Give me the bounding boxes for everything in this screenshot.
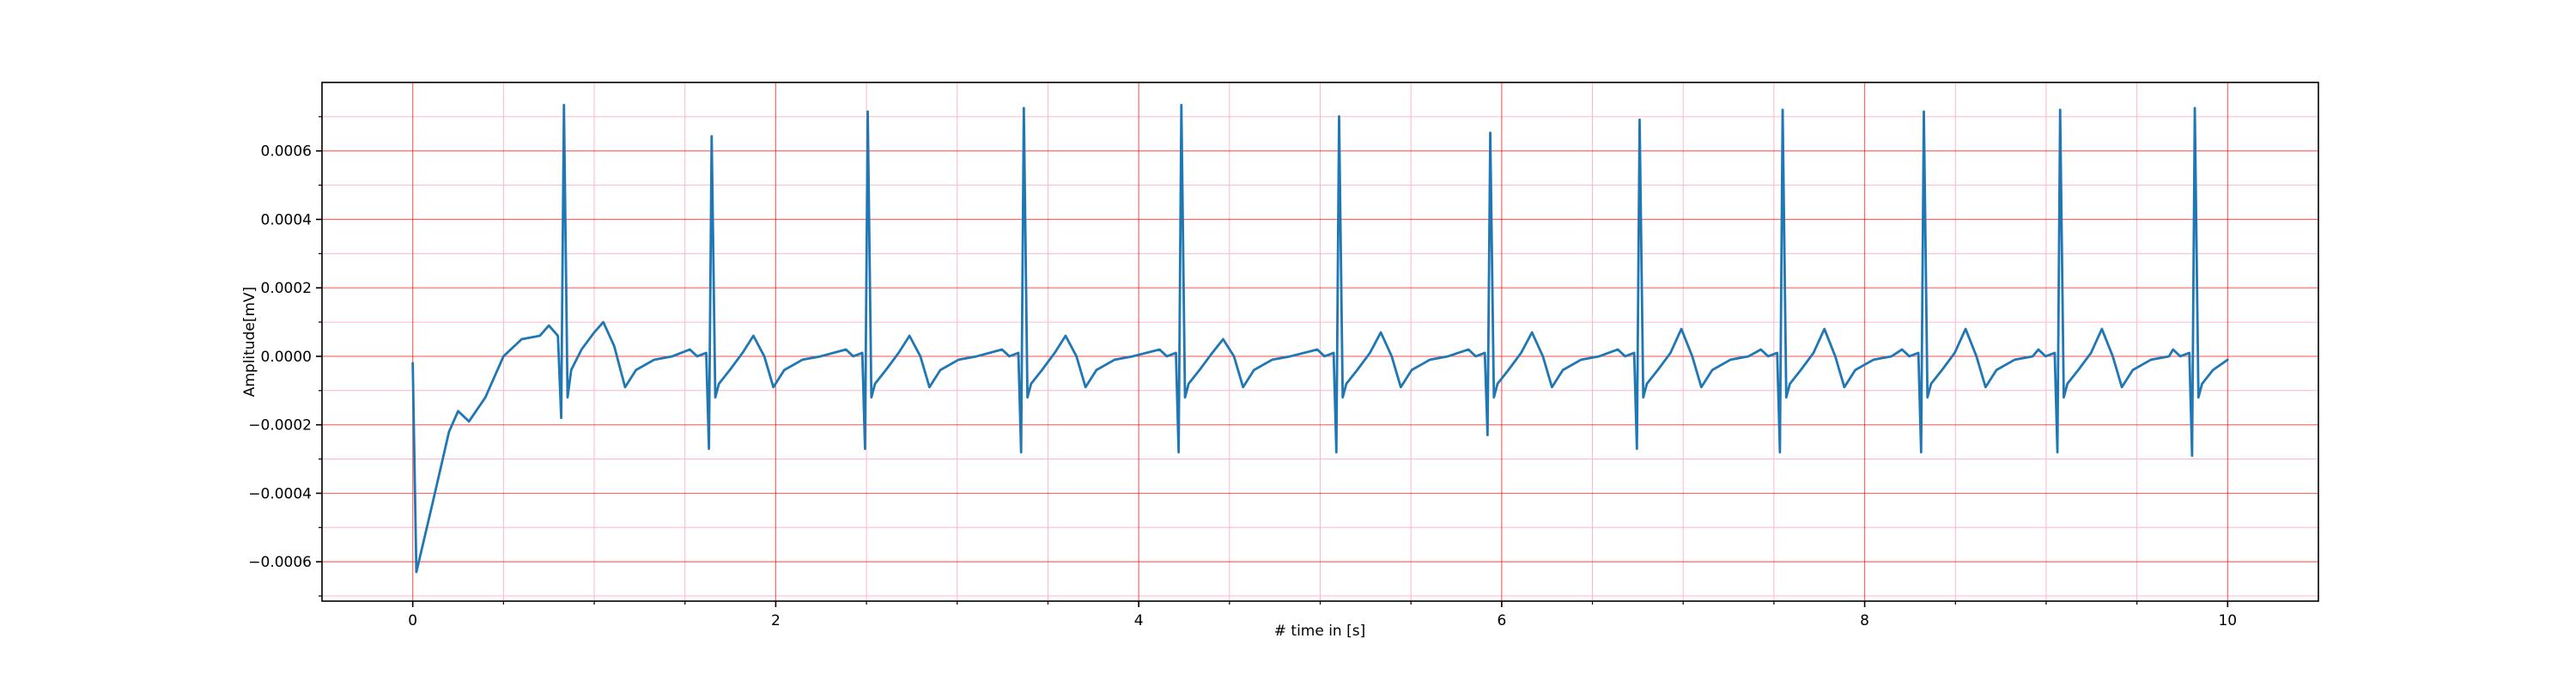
x-tick-label: 0 [408,612,417,629]
y-tick-label: −0.0006 [248,554,312,571]
y-axis-label: Amplitude[mV] [241,287,258,398]
ticks: 0 2 4 6 8 10 −0.0006 −0.0004 −0.0002 0.0000 0.0002… [248,116,2237,629]
x-tick-label: 2 [771,612,781,629]
y-tick-label: −0.0004 [248,485,312,502]
y-tick-label: 0.0002 [261,280,312,297]
x-tick-label: 6 [1497,612,1506,629]
y-tick-label: 0.0006 [261,143,312,161]
y-tick-label: 0.0000 [261,349,312,366]
x-tick-label: 4 [1134,612,1144,629]
y-tick-label: −0.0002 [248,417,312,435]
grid [322,82,2318,601]
plot-area [411,103,2229,574]
x-tick-label: 10 [2218,612,2237,629]
y-tick-label: 0.0004 [261,211,312,228]
x-axis-label: # time in [s] [1274,623,1365,640]
ecg-line [411,103,2229,574]
x-tick-label: 8 [1860,612,1869,629]
